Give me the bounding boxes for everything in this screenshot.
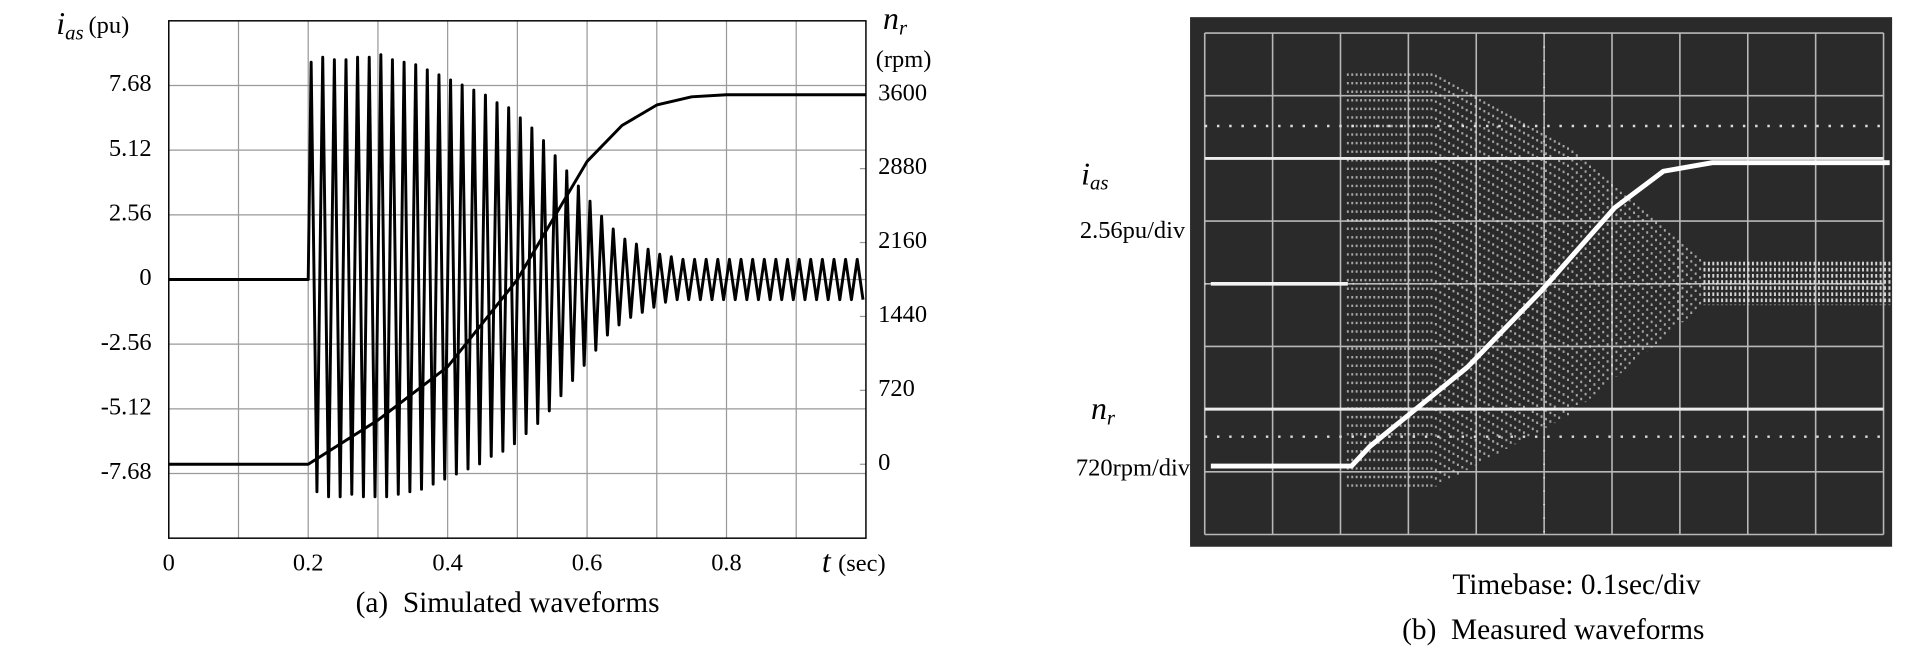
caption: (a) Simulated waveforms	[356, 587, 660, 619]
timebase: Timebase: 0.1sec/div	[1452, 569, 1701, 601]
x-tick-label: 0	[163, 550, 175, 577]
channel-scale: 720rpm/div	[1076, 454, 1191, 481]
y-tick-label: -7.68	[101, 458, 152, 485]
symbol: n	[883, 1, 899, 36]
y2-tick-label: 2880	[878, 153, 927, 180]
x-tick-label: 0.6	[572, 550, 603, 577]
symbol: t	[822, 544, 832, 579]
subscript: r	[1107, 406, 1116, 429]
subscript: as	[1090, 171, 1108, 194]
symbol: i	[56, 6, 65, 41]
x-axis-label: t (sec)	[822, 544, 886, 579]
y-axis-label: ias (pu)	[56, 6, 129, 44]
subscript: r	[899, 16, 908, 39]
y2-axis-label: nr	[883, 1, 908, 39]
channel-scale: 2.56pu/div	[1080, 217, 1186, 244]
y2-tick-label: 0	[878, 449, 890, 476]
y2-tick-label: 720	[878, 375, 915, 402]
symbol: i	[1081, 157, 1090, 192]
x-tick-label: 0.8	[711, 550, 742, 577]
subscript: as	[65, 21, 83, 44]
y2-tick-label: 2160	[878, 227, 927, 254]
y-tick-label: 2.56	[109, 199, 152, 226]
y2-axis-unit: (rpm)	[876, 46, 932, 73]
series-line	[168, 93, 866, 466]
y-tick-label: 7.68	[109, 70, 152, 97]
series-line	[168, 53, 865, 499]
channel-symbol: nr	[1091, 391, 1116, 429]
scope-trace	[1210, 160, 1890, 469]
y-tick-label: 5.12	[109, 135, 152, 162]
unit: (pu)	[88, 12, 129, 39]
unit: (sec)	[838, 550, 886, 577]
y-tick-label: -2.56	[101, 329, 152, 356]
symbol: n	[1091, 391, 1107, 426]
y-tick-label: -5.12	[101, 393, 152, 420]
y2-tick-label: 1440	[878, 301, 927, 328]
x-tick-label: 0.4	[432, 550, 463, 577]
caption: (b) Measured waveforms	[1402, 614, 1704, 646]
y2-tick-label: 3600	[878, 79, 927, 106]
y-tick-label: 0	[139, 264, 151, 291]
x-tick-label: 0.2	[293, 550, 324, 577]
scope-screen	[1190, 17, 1893, 547]
channel-symbol: ias	[1081, 157, 1108, 195]
